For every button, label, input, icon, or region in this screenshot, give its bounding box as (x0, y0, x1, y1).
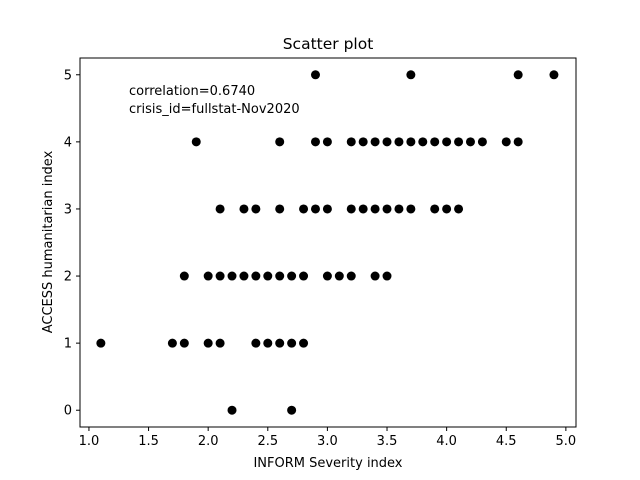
data-point (179, 271, 189, 281)
annotation-correlation: correlation=0.6740 (129, 84, 255, 99)
data-point (370, 204, 380, 214)
data-point (322, 271, 332, 281)
data-point (239, 271, 249, 281)
points-layer (96, 70, 559, 415)
x-tick-label: 1.0 (79, 434, 100, 449)
data-point (203, 338, 213, 348)
plot-frame (79, 57, 577, 428)
x-tick-label: 2.0 (198, 434, 219, 449)
data-point (346, 137, 356, 147)
data-point (370, 271, 380, 281)
data-point (263, 338, 273, 348)
data-point (322, 204, 332, 214)
data-point (191, 137, 201, 147)
data-point (346, 271, 356, 281)
data-point (334, 271, 344, 281)
y-axis-label: ACCESS humanitarian index (41, 150, 56, 333)
data-point (382, 271, 392, 281)
data-point (358, 204, 368, 214)
data-point (406, 137, 416, 147)
data-point (513, 70, 523, 80)
data-point (442, 137, 452, 147)
x-axis-ticks: 1.0 1.5 2.0 2.5 3.0 3.5 4.0 4.5 5.0 (79, 427, 577, 449)
data-point (382, 137, 392, 147)
data-point (501, 137, 511, 147)
data-point (299, 338, 309, 348)
data-point (465, 137, 475, 147)
data-point (275, 137, 285, 147)
data-point (477, 137, 487, 147)
data-point (406, 204, 416, 214)
data-point (322, 137, 332, 147)
data-point (287, 271, 297, 281)
annotation-crisis-id: crisis_id=fullstat-Nov2020 (129, 102, 300, 117)
y-tick-label: 1 (64, 337, 72, 352)
data-point (263, 271, 273, 281)
data-point (382, 204, 392, 214)
data-point (346, 204, 356, 214)
x-tick-label: 4.5 (496, 434, 517, 449)
data-point (275, 204, 285, 214)
data-point (251, 271, 261, 281)
data-point (454, 137, 464, 147)
x-tick-label: 2.5 (257, 434, 278, 449)
data-point (215, 204, 225, 214)
y-axis-ticks: 0 1 2 3 4 5 (64, 68, 80, 419)
data-point (275, 271, 285, 281)
data-point (442, 204, 452, 214)
data-point (394, 137, 404, 147)
x-tick-label: 3.0 (317, 434, 338, 449)
data-point (203, 271, 213, 281)
data-point (406, 70, 416, 80)
data-point (454, 204, 464, 214)
x-tick-label: 5.0 (556, 434, 577, 449)
data-point (370, 137, 380, 147)
data-point (358, 137, 368, 147)
x-tick-label: 4.0 (436, 434, 457, 449)
data-point (513, 137, 523, 147)
data-point (310, 70, 320, 80)
y-tick-label: 0 (64, 404, 72, 419)
data-point (251, 338, 261, 348)
data-point (275, 338, 285, 348)
data-point (430, 137, 440, 147)
y-tick-label: 5 (64, 68, 72, 83)
data-point (215, 271, 225, 281)
data-point (418, 137, 428, 147)
x-tick-label: 3.5 (377, 434, 398, 449)
data-point (227, 405, 237, 415)
data-point (310, 137, 320, 147)
data-point (167, 338, 177, 348)
x-tick-label: 1.5 (138, 434, 159, 449)
data-point (239, 204, 249, 214)
x-axis-label: INFORM Severity index (253, 456, 402, 471)
data-point (549, 70, 559, 80)
data-point (179, 338, 189, 348)
data-point (394, 204, 404, 214)
data-point (310, 204, 320, 214)
data-point (215, 338, 225, 348)
data-point (299, 204, 309, 214)
data-point (227, 271, 237, 281)
data-point (287, 405, 297, 415)
data-point (287, 338, 297, 348)
chart-title: Scatter plot (283, 35, 374, 53)
y-tick-label: 2 (64, 270, 72, 285)
y-tick-label: 4 (64, 135, 72, 150)
data-point (96, 338, 106, 348)
y-tick-label: 3 (64, 202, 72, 217)
data-point (251, 204, 261, 214)
data-point (299, 271, 309, 281)
data-point (430, 204, 440, 214)
